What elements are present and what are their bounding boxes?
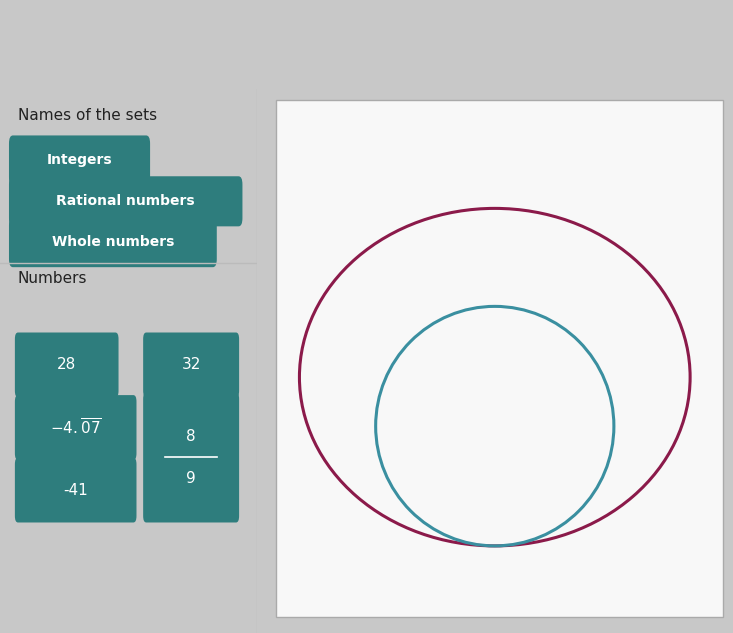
FancyBboxPatch shape: [9, 217, 217, 267]
FancyBboxPatch shape: [276, 99, 723, 617]
Text: -41: -41: [63, 482, 88, 498]
Text: 32: 32: [182, 358, 201, 372]
FancyBboxPatch shape: [15, 332, 119, 398]
FancyBboxPatch shape: [9, 176, 243, 227]
Text: Numbers: Numbers: [18, 271, 87, 286]
Text: 9: 9: [186, 470, 196, 486]
FancyBboxPatch shape: [143, 392, 239, 522]
Text: $-4.\overline{07}$: $-4.\overline{07}$: [50, 417, 102, 437]
FancyBboxPatch shape: [9, 135, 150, 185]
Text: Integers: Integers: [47, 153, 112, 168]
Text: 8: 8: [186, 429, 196, 444]
FancyBboxPatch shape: [143, 332, 239, 398]
Text: Names of the sets: Names of the sets: [18, 108, 157, 123]
Text: 28: 28: [57, 358, 76, 372]
FancyBboxPatch shape: [15, 458, 136, 522]
Text: Whole numbers: Whole numbers: [52, 235, 174, 249]
FancyBboxPatch shape: [15, 395, 136, 460]
Text: Rational numbers: Rational numbers: [56, 194, 195, 208]
